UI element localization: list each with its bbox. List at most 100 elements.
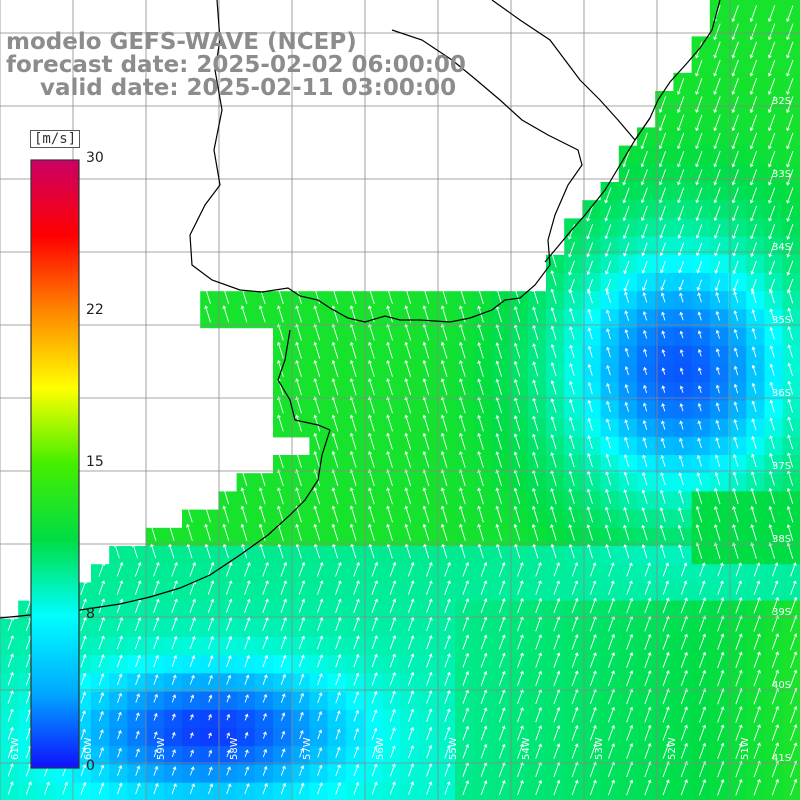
wind-arrow	[568, 260, 575, 276]
wind-arrow	[135, 765, 141, 776]
wind-arrow	[751, 435, 757, 449]
wind-arrow	[295, 450, 302, 468]
wind-arrow	[80, 764, 87, 777]
wind-arrow	[569, 362, 575, 377]
wind-arrow	[298, 616, 306, 632]
wind-arrow	[331, 505, 339, 523]
wind-arrow	[714, 279, 721, 292]
wind-arrow	[171, 598, 178, 613]
wind-arrow	[698, 742, 707, 760]
wind-arrow	[769, 363, 775, 376]
wind-arrow	[713, 505, 721, 523]
wind-arrow	[735, 669, 743, 687]
wind-arrow	[408, 708, 415, 722]
wind-arrow	[80, 635, 87, 650]
wind-arrow	[153, 580, 160, 595]
wind-arrow	[444, 671, 451, 686]
wind-arrow	[513, 342, 521, 359]
wind-arrow	[626, 633, 634, 650]
wind-arrow	[624, 436, 630, 449]
wind-arrow	[623, 543, 630, 559]
wind-arrow	[532, 415, 539, 432]
wind-arrow	[477, 505, 484, 523]
wind-arrow	[641, 507, 648, 523]
wind-arrow	[389, 727, 396, 740]
wind-arrow	[644, 706, 652, 723]
wind-arrow	[459, 414, 466, 432]
lat-label: 36S	[772, 388, 791, 399]
wind-cell	[782, 436, 800, 456]
wind-arrow	[426, 634, 433, 650]
wind-arrow	[459, 359, 466, 377]
wind-arrow	[753, 580, 761, 595]
wind-arrow	[404, 505, 412, 523]
wind-arrow	[695, 505, 703, 523]
wind-cell	[782, 291, 800, 310]
wind-arrow	[408, 781, 415, 795]
wind-arrow	[733, 347, 739, 358]
wind-arrow	[462, 634, 470, 650]
wind-arrow	[731, 187, 739, 204]
wind-arrow	[477, 287, 484, 305]
wind-arrow	[171, 731, 176, 739]
wind-arrow	[281, 712, 286, 721]
wind-arrow	[553, 706, 561, 723]
wind-arrow	[771, 562, 779, 577]
wind-arrow	[368, 487, 375, 505]
wind-arrow	[444, 598, 451, 613]
lon-label: 54W	[521, 737, 532, 760]
wind-arrow	[244, 766, 250, 776]
wind-arrow	[569, 380, 575, 395]
wind-arrow	[189, 732, 194, 739]
wind-arrow	[661, 403, 666, 412]
wind-arrow	[7, 653, 14, 668]
wind-arrow	[262, 617, 269, 632]
wind-arrow	[677, 187, 685, 204]
wind-arrow	[368, 414, 375, 432]
wind-arrow	[624, 291, 630, 303]
wind-arrow	[695, 78, 703, 95]
wind-arrow	[731, 150, 739, 168]
wind-arrow	[641, 224, 648, 239]
wind-arrow	[787, 434, 794, 450]
wind-arrow	[699, 580, 706, 595]
wind-arrow	[732, 524, 739, 541]
wind-arrow	[389, 708, 396, 722]
wind-arrow	[623, 242, 630, 257]
wind-arrow	[368, 523, 375, 541]
wind-arrow	[480, 652, 488, 668]
wind-arrow	[462, 707, 470, 723]
wind-arrow	[480, 725, 488, 741]
wind-arrow	[280, 635, 287, 650]
wind-arrow	[517, 670, 524, 686]
wind-arrow	[440, 360, 448, 377]
wind-arrow	[368, 505, 375, 523]
wind-arrow	[697, 402, 702, 412]
wind-arrow	[587, 452, 593, 468]
wind-arrow	[422, 341, 430, 359]
wind-arrow	[571, 562, 579, 577]
wind-arrow	[607, 670, 615, 687]
wind-arrow	[331, 487, 339, 505]
wind-arrow	[331, 432, 339, 450]
wind-arrow	[407, 653, 415, 668]
wind-arrow	[386, 414, 393, 432]
wind-arrow	[790, 562, 797, 577]
wind-arrow	[769, 308, 775, 322]
wind-arrow	[606, 383, 611, 394]
wind-arrow	[444, 653, 451, 668]
wind-arrow	[407, 561, 415, 577]
wind-arrow	[535, 743, 543, 759]
wind-arrow	[299, 692, 305, 704]
wind-arrow	[444, 744, 451, 759]
wind-arrow	[349, 487, 357, 505]
wind-arrow	[717, 651, 725, 669]
wind-arrow	[480, 780, 488, 796]
wind-arrow	[459, 323, 466, 341]
wind-arrow	[659, 224, 666, 239]
wind-arrow	[678, 454, 684, 467]
wind-arrow	[680, 670, 688, 687]
wind-arrow	[225, 580, 233, 595]
wind-arrow	[680, 580, 688, 595]
